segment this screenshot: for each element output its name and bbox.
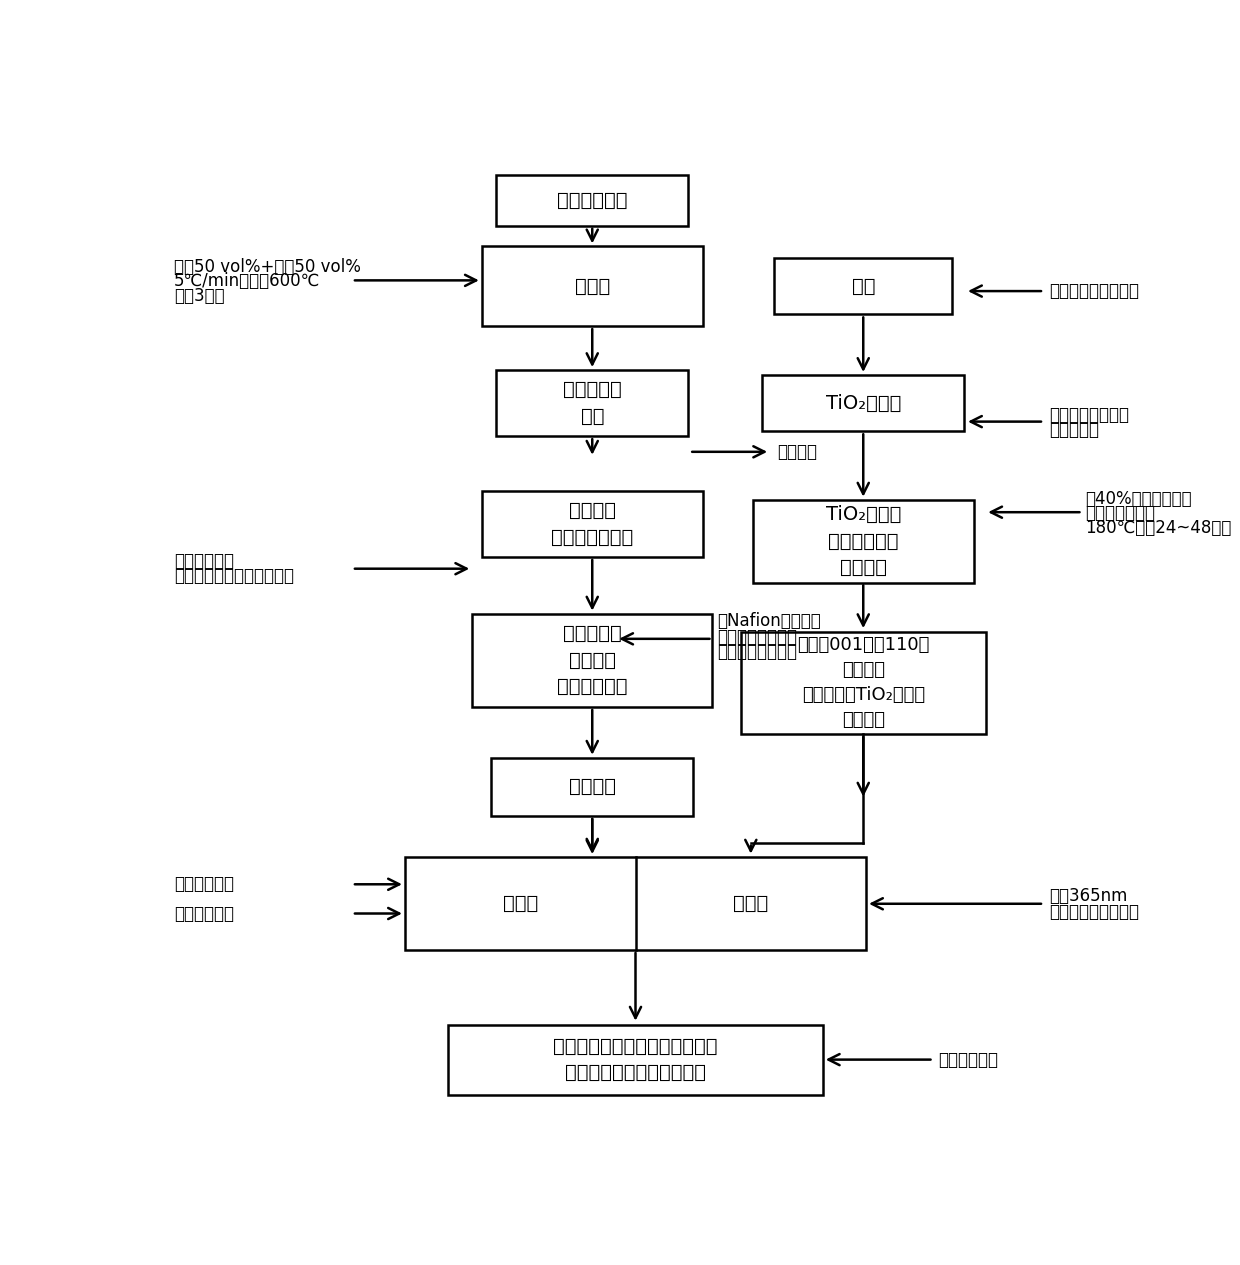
Text: 具有（001）（110）
接触晶面
暴露结构的TiO₂纳米管
阳极电极: 具有（001）（110） 接触晶面 暴露结构的TiO₂纳米管 阳极电极 <box>797 636 930 729</box>
Bar <box>481 491 703 557</box>
Text: 浸入钛酸四异丙酯: 浸入钛酸四异丙酯 <box>1049 406 1128 424</box>
Text: 并在磁力搅拌油浴锅中加热: 并在磁力搅拌油浴锅中加热 <box>174 568 294 586</box>
Text: 煅烧3小时: 煅烧3小时 <box>174 287 224 305</box>
Bar <box>774 258 952 315</box>
Bar <box>404 858 866 950</box>
Text: 加入四氢呋喃: 加入四氢呋喃 <box>174 552 234 571</box>
Text: 气相产物氢气、甲烷、一氧化碳
液相产物甲醇、乙醇、丙醇: 气相产物氢气、甲烷、一氧化碳 液相产物甲醇、乙醇、丙醇 <box>553 1037 718 1083</box>
Text: 在电解液中电解氧化: 在电解液中电解氧化 <box>1049 282 1138 300</box>
Text: TiO₂纳米管
钛酸四异丙酯
混合溶液: TiO₂纳米管 钛酸四异丙酯 混合溶液 <box>826 506 901 577</box>
Text: 氙灯可见光源: 氙灯可见光源 <box>174 904 234 922</box>
Bar <box>740 631 986 734</box>
Text: 阴极电极: 阴极电极 <box>569 778 616 797</box>
Text: 去离子水超声混合: 去离子水超声混合 <box>717 627 797 646</box>
Bar <box>491 758 693 816</box>
Text: 阳极腔: 阳极腔 <box>733 894 769 913</box>
Bar <box>448 1025 823 1094</box>
Text: 通入二氧化碳: 通入二氧化碳 <box>174 875 234 893</box>
Text: 阴极腔: 阴极腔 <box>502 894 538 913</box>
Bar <box>472 614 713 707</box>
Text: TiO₂纳米管: TiO₂纳米管 <box>826 393 901 412</box>
Text: 氮气50 vol%+氢气50 vol%: 氮气50 vol%+氢气50 vol% <box>174 258 361 276</box>
Bar <box>481 247 703 326</box>
Text: 碳锌钴与
酞氰化锌混合物: 碳锌钴与 酞氰化锌混合物 <box>551 501 634 546</box>
Text: 与Nafion膜溶液和: 与Nafion膜溶液和 <box>717 612 821 630</box>
Text: 准单色波段紫外线光: 准单色波段紫外线光 <box>1049 902 1138 921</box>
Text: 与酞氰化锌
混合: 与酞氰化锌 混合 <box>563 381 621 426</box>
Text: 涂刷在泡沫铜表面: 涂刷在泡沫铜表面 <box>717 644 797 662</box>
Text: 与40%的氢氟酸混合: 与40%的氢氟酸混合 <box>1085 490 1192 507</box>
Bar <box>496 175 688 226</box>
Bar <box>753 500 973 583</box>
Text: 气相色谱检测: 气相色谱检测 <box>939 1051 998 1069</box>
Text: 5℃/min升温到600℃: 5℃/min升温到600℃ <box>174 272 320 291</box>
Text: 碳锌钴担载
酞氰化锌
异质结催化剂: 碳锌钴担载 酞氰化锌 异质结催化剂 <box>557 624 627 696</box>
Text: 钛片: 钛片 <box>852 277 875 296</box>
Text: 碳锌钴: 碳锌钴 <box>574 277 610 296</box>
Text: 180℃保温24~48小时: 180℃保温24~48小时 <box>1085 519 1231 536</box>
Text: 放于高压反应釜: 放于高压反应釜 <box>1085 505 1156 522</box>
Text: 锌钴咪唑骨架: 锌钴咪唑骨架 <box>557 191 627 210</box>
Bar <box>496 369 688 436</box>
Text: 充分研磨: 充分研磨 <box>776 443 817 460</box>
Text: 氙灯365nm: 氙灯365nm <box>1049 887 1127 904</box>
Bar <box>763 374 965 431</box>
Text: 乙醇溶液中: 乙醇溶液中 <box>1049 421 1099 439</box>
